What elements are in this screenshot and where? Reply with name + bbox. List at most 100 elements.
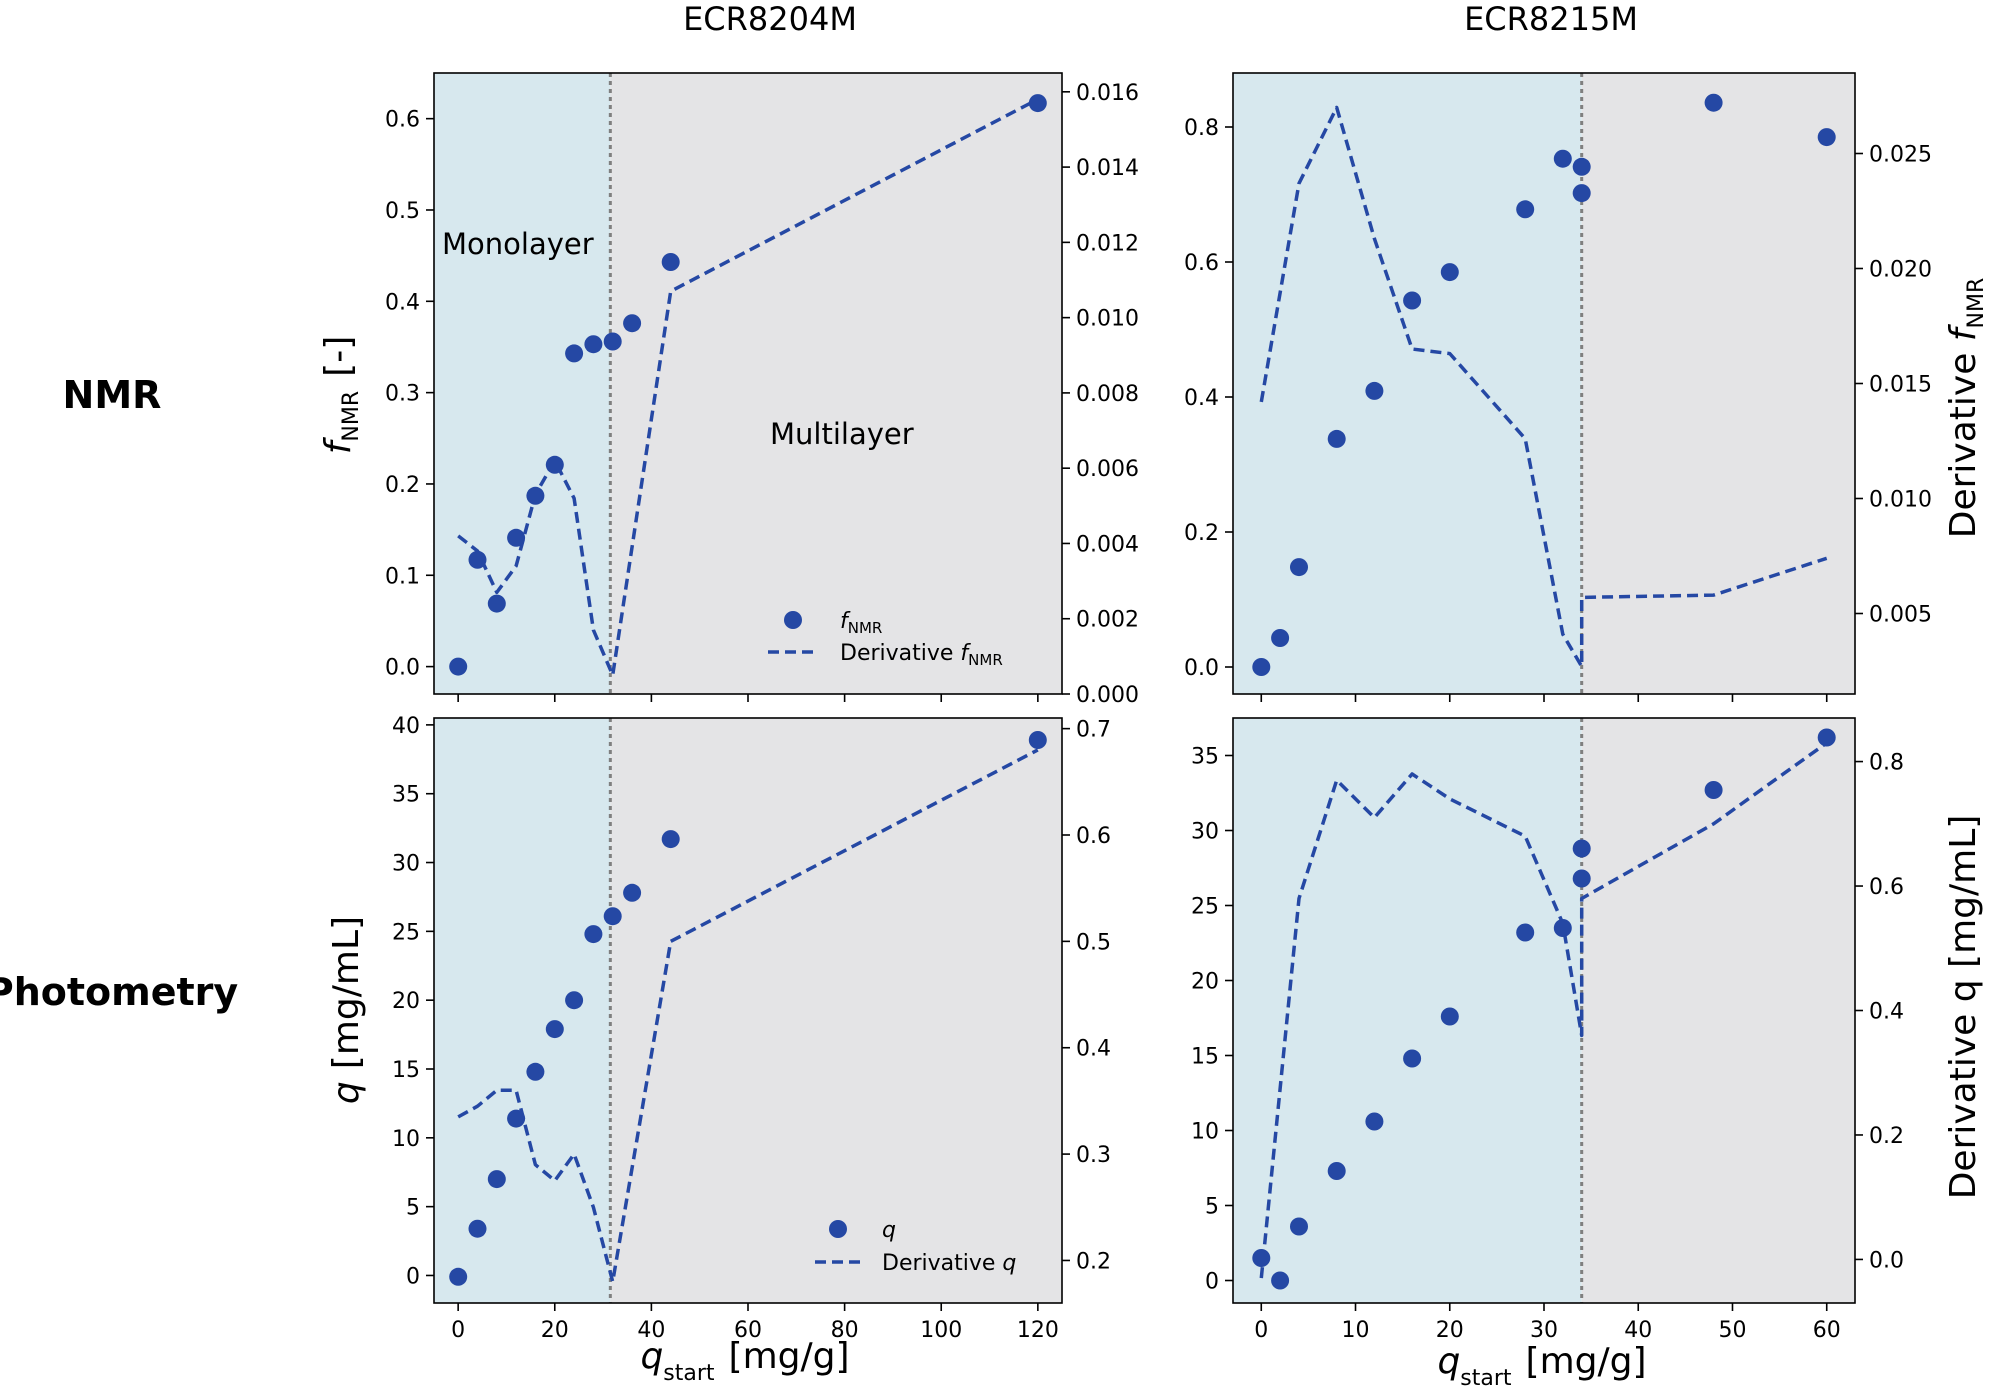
nmr-ecr8204m-y-tick-label: 0.1 xyxy=(385,564,420,589)
photometry-ecr8215m-data-point xyxy=(1271,1271,1290,1290)
nmr-ecr8215m-y2-tick-label: 0.020 xyxy=(1869,258,1932,283)
photometry-ecr8204m-y2-tick-label: 0.3 xyxy=(1076,1143,1111,1168)
photometry-ecr8204m-y-tick-label: 15 xyxy=(392,1058,420,1083)
photometry-ecr8215m-data-point xyxy=(1252,1249,1271,1267)
photometry-ecr8204m-y-tick-label: 25 xyxy=(392,920,420,945)
nmr-ecr8204m-y2-tick-label: 0.006 xyxy=(1076,457,1139,482)
photometry-ecr8204m-y2-tick-label: 0.7 xyxy=(1076,718,1111,743)
photometry-ecr8215m-monolayer-region xyxy=(1233,718,1582,1303)
photometry-ecr8215m-y-tick-label: 5 xyxy=(1205,1195,1219,1220)
photometry-ecr8204m-x-tick-label: 60 xyxy=(734,1318,762,1343)
nmr-ecr8204m-y2-tick-label: 0.008 xyxy=(1076,382,1139,407)
photometry-ecr8215m-y-tick-label: 35 xyxy=(1191,745,1219,770)
y-axis-title-photometry-unit: [mg/mL] xyxy=(326,916,367,1069)
y2-axis-title-nmr: Derivative fNMR xyxy=(1943,278,1989,538)
nmr-ecr8215m-multilayer-region xyxy=(1581,73,1855,694)
photometry-ecr8215m-data-point xyxy=(1440,1007,1459,1026)
legend-photometry-line-text: Derivative xyxy=(882,1251,1002,1276)
photometry-ecr8204m-data-point xyxy=(584,925,603,944)
x-axis-title-left-sub: start xyxy=(663,1361,715,1386)
legend-nmr-scatter-label: fNMR xyxy=(840,609,882,637)
legend-photometry-scatter-marker xyxy=(829,1220,847,1238)
nmr-ecr8204m-data-point xyxy=(565,344,584,363)
photometry-ecr8215m-y2-tick-label: 0.4 xyxy=(1869,1000,1904,1025)
photometry-ecr8204m-y-tick-label: 40 xyxy=(392,714,420,739)
photometry-ecr8215m-x-tick-label: 10 xyxy=(1342,1318,1370,1343)
nmr-ecr8204m-y-tick-label: 0.0 xyxy=(385,656,420,681)
nmr-ecr8215m-data-point xyxy=(1252,658,1271,676)
photometry-ecr8204m-y-tick-label: 10 xyxy=(392,1127,420,1152)
panel-nmr-ecr8215m: 0.0 0.2 0.4 0.6 0.8 0.005 0.010 0.015 0.020 0.025 xyxy=(1184,72,1932,702)
legend-nmr-scatter-sub: NMR xyxy=(848,619,883,637)
nmr-ecr8204m-y-tick-label: 0.4 xyxy=(385,290,420,315)
nmr-ecr8204m-data-point xyxy=(526,486,545,505)
photometry-ecr8215m-data-point xyxy=(1365,1112,1384,1131)
legend-nmr-line-f: f xyxy=(960,641,971,666)
photometry-ecr8204m-x-tick-label: 100 xyxy=(920,1318,962,1343)
photometry-ecr8204m-data-point xyxy=(603,907,622,926)
nmr-ecr8204m-data-point xyxy=(603,332,622,351)
nmr-ecr8204m-data-point xyxy=(1028,94,1047,113)
photometry-ecr8215m-x-tick-label: 20 xyxy=(1436,1318,1464,1343)
photometry-ecr8204m-x-tick-label: 20 xyxy=(541,1318,569,1343)
nmr-ecr8215m-y2-tick-label: 0.025 xyxy=(1869,143,1932,168)
photometry-ecr8204m-x-tick-label: 0 xyxy=(451,1318,465,1343)
photometry-ecr8204m-data-point xyxy=(623,883,642,902)
photometry-ecr8215m-data-point xyxy=(1290,1217,1308,1236)
nmr-ecr8204m-y-tick-label: 0.2 xyxy=(385,473,420,498)
photometry-ecr8204m-data-point xyxy=(449,1267,468,1286)
x-axis-title-left-main: q xyxy=(640,1336,663,1377)
photometry-ecr8215m-y-tick-label: 10 xyxy=(1191,1120,1219,1145)
photometry-ecr8215m-x-tick-label: 30 xyxy=(1530,1318,1558,1343)
nmr-ecr8204m-data-point xyxy=(661,253,680,271)
photometry-ecr8204m-data-point xyxy=(1028,731,1047,749)
nmr-ecr8204m-y2-tick-label: 0.000 xyxy=(1076,683,1139,708)
nmr-ecr8204m-data-point xyxy=(507,528,526,547)
nmr-ecr8204m-y-tick-label: 0.6 xyxy=(385,108,420,133)
photometry-ecr8215m-y-tick-label: 20 xyxy=(1191,970,1219,995)
nmr-ecr8215m-derivative-line xyxy=(1259,105,1828,669)
y2-axis-title-photometry: Derivative q [mg/mL] xyxy=(1943,815,1984,1200)
photometry-ecr8215m-data-point xyxy=(1553,919,1572,937)
y-axis-title-nmr-sub: NMR xyxy=(339,391,364,442)
photometry-ecr8204m-y2-tick-label: 0.6 xyxy=(1076,824,1111,849)
photometry-ecr8204m-derivative-line xyxy=(457,748,1039,1284)
photometry-ecr8215m-data-point xyxy=(1572,839,1591,858)
photometry-ecr8215m-x-tick-label: 50 xyxy=(1718,1318,1746,1343)
multilayer-label: Multilayer xyxy=(770,417,914,451)
photometry-ecr8204m-y2-tick-label: 0.4 xyxy=(1076,1037,1111,1062)
legend-photometry-line-q: q xyxy=(1002,1251,1016,1276)
photometry-ecr8215m-y2-tick-label: 0.8 xyxy=(1869,751,1904,776)
nmr-ecr8204m-data-point xyxy=(468,550,487,569)
photometry-ecr8215m-y2-tick-label: 0.2 xyxy=(1869,1124,1904,1149)
legend-nmr-line-sub: NMR xyxy=(968,651,1003,669)
photometry-ecr8204m-data-point xyxy=(545,1020,564,1039)
y-axis-title-photometry-main: q xyxy=(326,1081,367,1104)
monolayer-label: Monolayer xyxy=(442,227,594,261)
x-axis-title-right: qstart [mg/g] xyxy=(1437,1341,1646,1391)
x-axis-title-right-unit: [mg/g] xyxy=(1526,1341,1647,1382)
nmr-ecr8204m-data-point xyxy=(449,657,468,676)
legend-nmr-line-text: Derivative xyxy=(840,641,960,666)
legend-photometry: q Derivative q xyxy=(815,1218,1016,1276)
nmr-ecr8215m-data-point xyxy=(1403,291,1422,310)
nmr-ecr8204m-derivative-line xyxy=(457,97,1039,677)
photometry-ecr8204m-data-point xyxy=(526,1062,545,1081)
nmr-ecr8215m-y2-tick-label: 0.015 xyxy=(1869,373,1932,398)
nmr-ecr8215m-data-point xyxy=(1704,93,1723,112)
nmr-ecr8215m-data-point xyxy=(1516,200,1535,219)
y-axis-title-nmr-unit: [-] xyxy=(318,336,359,377)
nmr-ecr8215m-data-point xyxy=(1553,149,1572,168)
photometry-ecr8215m-y-tick-label: 15 xyxy=(1191,1045,1219,1070)
photometry-ecr8215m-y-tick-label: 25 xyxy=(1191,895,1219,920)
panel-photometry-ecr8204m: 0 20 40 60 80 100 120 0 5 10 15 20 25 30 35 40 0.2 0.3 0.4… xyxy=(392,714,1111,1343)
column-title-left: ECR8204M xyxy=(683,0,857,38)
nmr-ecr8204m-data-point xyxy=(623,314,642,333)
row-label-photometry: Photometry xyxy=(0,970,238,1014)
photometry-ecr8204m-x-tick-label: 80 xyxy=(831,1318,859,1343)
nmr-ecr8204m-data-point xyxy=(487,594,506,613)
x-axis-title-right-sub: start xyxy=(1460,1366,1512,1391)
photometry-ecr8204m-y-tick-label: 30 xyxy=(392,852,420,877)
legend-nmr-scatter-f: f xyxy=(840,609,851,634)
photometry-ecr8215m-x-tick-label: 0 xyxy=(1254,1318,1268,1343)
